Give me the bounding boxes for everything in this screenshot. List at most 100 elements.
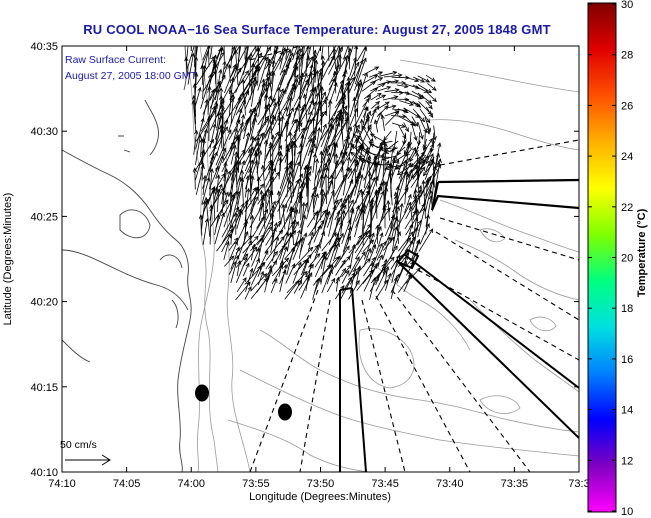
current-vector: [209, 167, 214, 196]
current-vector: [404, 91, 423, 100]
current-vector: [229, 70, 250, 100]
current-vector: [242, 235, 259, 254]
current-vector: [334, 166, 350, 204]
current-vector: [376, 240, 387, 261]
current-vector: [220, 104, 225, 140]
current-vector: [347, 61, 360, 85]
current-vector: [384, 88, 400, 93]
current-vector: [257, 270, 264, 286]
current-vector: [334, 285, 345, 300]
current-vector: [412, 100, 422, 108]
colorbar-ticks: 30 28 26 24 22 20 18 16 14 12 10: [588, 0, 633, 518]
current-vector: [250, 159, 258, 180]
current-vector: [373, 155, 378, 187]
current-vector: [431, 159, 436, 188]
current-vector: [375, 224, 380, 244]
current-vector: [244, 46, 246, 60]
current-vector: [209, 199, 229, 228]
current-vector: [289, 205, 294, 246]
current-vector: [298, 103, 306, 126]
current-vector: [380, 114, 385, 131]
current-vector: [241, 78, 246, 116]
current-vector: [193, 46, 196, 68]
current-vector: [194, 86, 202, 108]
current-vector: [256, 221, 274, 246]
current-vector: [222, 67, 242, 101]
current-vector: [424, 163, 442, 197]
current-vector: [319, 60, 326, 93]
current-vector: [285, 52, 294, 76]
current-vector: [390, 80, 407, 86]
current-vector: [346, 193, 351, 221]
colorbar-tick-label: 22: [621, 202, 633, 214]
current-vector: [215, 172, 226, 190]
current-vector: [398, 146, 417, 179]
current-vector: [417, 92, 433, 104]
current-vector: [318, 71, 324, 99]
current-vector: [386, 199, 391, 221]
current-vector: [362, 105, 368, 126]
current-vector: [417, 206, 426, 238]
current-vector: [320, 116, 334, 148]
current-vector: [313, 168, 322, 205]
current-vector: [270, 226, 277, 253]
current-vector: [258, 200, 276, 236]
current-vector: [186, 46, 195, 70]
current-vector: [244, 112, 258, 150]
current-vector: [307, 46, 312, 61]
current-vector: [335, 46, 341, 75]
colorbar-tick-label: 26: [621, 100, 633, 112]
current-vector: [300, 46, 310, 61]
current-vector: [250, 275, 270, 300]
current-vector: [187, 52, 195, 85]
colorbar-title: Temperature (°C): [636, 208, 648, 297]
current-vector: [354, 207, 364, 238]
current-vector: [404, 170, 409, 205]
current-vector: [356, 269, 374, 291]
current-vector: [294, 177, 303, 214]
current-vector: [285, 46, 295, 68]
current-vector: [284, 279, 300, 300]
current-vector: [328, 46, 330, 62]
current-vector: [228, 119, 241, 141]
current-vector: [212, 58, 217, 93]
current-vector: [194, 46, 197, 75]
current-vector: [293, 118, 300, 156]
current-vector: [349, 78, 362, 118]
current-vector: [335, 259, 346, 276]
current-vector: [411, 208, 420, 244]
current-vector: [312, 162, 328, 197]
current-vector: [299, 183, 305, 221]
current-vector: [264, 229, 284, 253]
current-vector: [191, 99, 197, 132]
current-vector: [314, 46, 322, 60]
current-vector: [376, 205, 387, 236]
y-axis-title: Latitude (Degrees:Minutes): [2, 193, 14, 326]
current-vector: [326, 277, 336, 293]
current-vector: [235, 106, 257, 142]
current-vector: [216, 46, 223, 59]
current-vector: [330, 174, 336, 212]
current-vector: [314, 209, 320, 236]
current-vector: [286, 246, 296, 276]
current-vector: [315, 231, 325, 254]
current-vector: [264, 144, 282, 181]
current-vector: [405, 151, 425, 181]
current-vector: [244, 46, 249, 69]
current-vector: [336, 79, 344, 102]
current-vector: [312, 152, 317, 173]
current-vector: [361, 80, 377, 92]
current-vector: [268, 141, 273, 164]
x-tick-label: 73:50: [307, 478, 335, 490]
current-vector: [202, 46, 210, 77]
current-vector: [348, 174, 360, 205]
current-vector: [406, 223, 414, 245]
current-vector: [276, 190, 281, 220]
current-vector: [256, 208, 269, 229]
current-vector: [375, 262, 386, 286]
current-vector: [279, 48, 291, 76]
current-vector: [224, 255, 235, 267]
current-vector: [305, 55, 311, 75]
current-vector: [360, 190, 365, 221]
current-vector: [390, 253, 404, 276]
